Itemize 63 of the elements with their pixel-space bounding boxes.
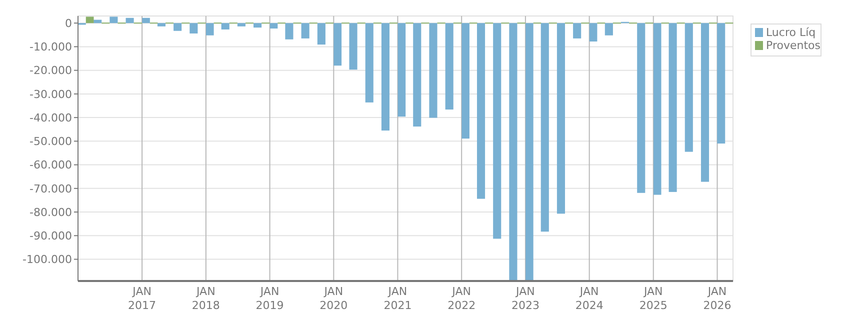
bar	[174, 23, 182, 31]
y-tick-label: -50.000	[30, 135, 72, 148]
bar	[509, 23, 518, 281]
y-tick-label: -10.000	[30, 40, 72, 54]
bar	[86, 16, 94, 24]
bar	[381, 23, 390, 131]
bar	[717, 23, 726, 144]
bar	[556, 23, 566, 214]
y-tick-label: -80.000	[30, 206, 72, 219]
bar	[190, 23, 198, 34]
bar	[429, 23, 438, 118]
bar	[493, 23, 502, 239]
y-tick-label: 0	[65, 16, 72, 30]
x-tick-label: JAN 2025	[639, 285, 668, 312]
bar	[413, 23, 422, 127]
bar	[157, 23, 166, 26]
y-tick-label: -30.000	[30, 88, 72, 101]
x-tick-label: JAN 2024	[575, 285, 604, 312]
y-tick-label: -90.000	[30, 230, 72, 242]
bar	[462, 23, 470, 139]
bar	[637, 23, 646, 193]
y-tick-label: -100.000	[22, 253, 72, 266]
bar	[206, 23, 214, 36]
x-tick-label: JAN 2017	[128, 285, 156, 312]
bar	[668, 23, 677, 192]
bar	[573, 23, 582, 38]
bar	[126, 18, 134, 24]
bar	[540, 23, 549, 232]
bar	[653, 23, 662, 195]
bar	[365, 23, 374, 102]
bar	[94, 20, 102, 24]
bar	[604, 23, 613, 36]
bar	[589, 23, 598, 42]
bar	[398, 23, 406, 117]
bar	[142, 18, 150, 24]
bar	[221, 23, 230, 30]
bar	[526, 23, 534, 281]
y-tick-label: -70.000	[30, 182, 72, 196]
x-tick-label: JAN 2022	[448, 285, 476, 312]
bar	[700, 23, 710, 182]
y-tick-label: -40.000	[30, 111, 72, 124]
bar	[317, 23, 326, 45]
x-tick-label: JAN 2023	[511, 285, 540, 312]
x-tick-label: JAN 2021	[384, 285, 412, 312]
legend-label: Proventos	[766, 39, 821, 52]
bar	[254, 23, 262, 28]
x-tick-label: JAN 2020	[320, 285, 348, 312]
bar	[445, 23, 454, 110]
bar	[237, 23, 246, 26]
bar	[110, 16, 118, 24]
bar	[334, 23, 342, 66]
bar	[270, 23, 278, 29]
bar	[285, 23, 294, 40]
y-tick-label: -20.000	[30, 64, 72, 78]
legend-label: Lucro Líq	[766, 26, 816, 39]
x-tick-label: JAN 2026	[703, 285, 732, 312]
x-tick-label: JAN 2019	[256, 285, 284, 312]
bar	[349, 23, 358, 70]
bar	[476, 23, 486, 199]
y-tick-label: -60.000	[30, 158, 72, 172]
bar	[684, 23, 693, 152]
bar	[301, 23, 310, 38]
x-tick-label: JAN 2018	[192, 285, 220, 312]
